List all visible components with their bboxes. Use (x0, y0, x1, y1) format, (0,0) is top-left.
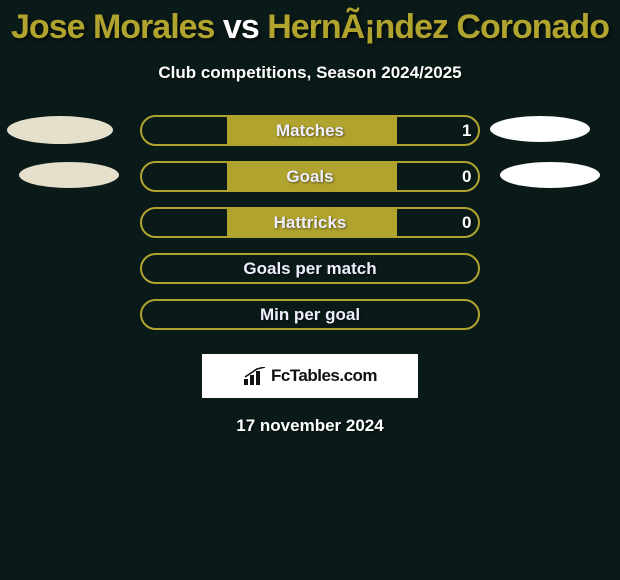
bar-fill-right (312, 117, 397, 146)
bar-fill-right (312, 209, 397, 238)
bar-track (140, 253, 480, 284)
stat-row: Min per goal (0, 299, 620, 330)
title-part: Jose Morales (11, 8, 214, 46)
bar-fill-left (227, 209, 312, 238)
bar-fill-left (227, 117, 312, 146)
stat-row: Matches1 (0, 115, 620, 146)
comparison-rows: Matches1 Goals0 Hattricks0 Goals per match M… (0, 115, 620, 330)
player2-ellipse (490, 116, 590, 142)
bar-track (140, 299, 480, 330)
title-part: HernÃ¡ndez Coronado (267, 8, 609, 46)
stat-row: Goals0 (0, 161, 620, 192)
logo-text: FcTables.com (271, 366, 377, 386)
player1-ellipse (19, 162, 119, 188)
player1-ellipse (7, 116, 113, 144)
bar-track (140, 207, 480, 238)
stat-row: Goals per match (0, 253, 620, 284)
page-title: Jose Morales vs HernÃ¡ndez Coronado (0, 0, 620, 47)
logo-box: FcTables.com (202, 354, 418, 398)
chart-icon (243, 367, 267, 385)
title-part: vs (214, 8, 267, 46)
player2-ellipse (500, 162, 600, 188)
bar-track (140, 161, 480, 192)
stat-row: Hattricks0 (0, 207, 620, 238)
bar-track (140, 115, 480, 146)
subtitle: Club competitions, Season 2024/2025 (0, 63, 620, 83)
bar-fill-left (227, 163, 312, 192)
date-label: 17 november 2024 (0, 416, 620, 436)
bar-fill-right (312, 163, 397, 192)
